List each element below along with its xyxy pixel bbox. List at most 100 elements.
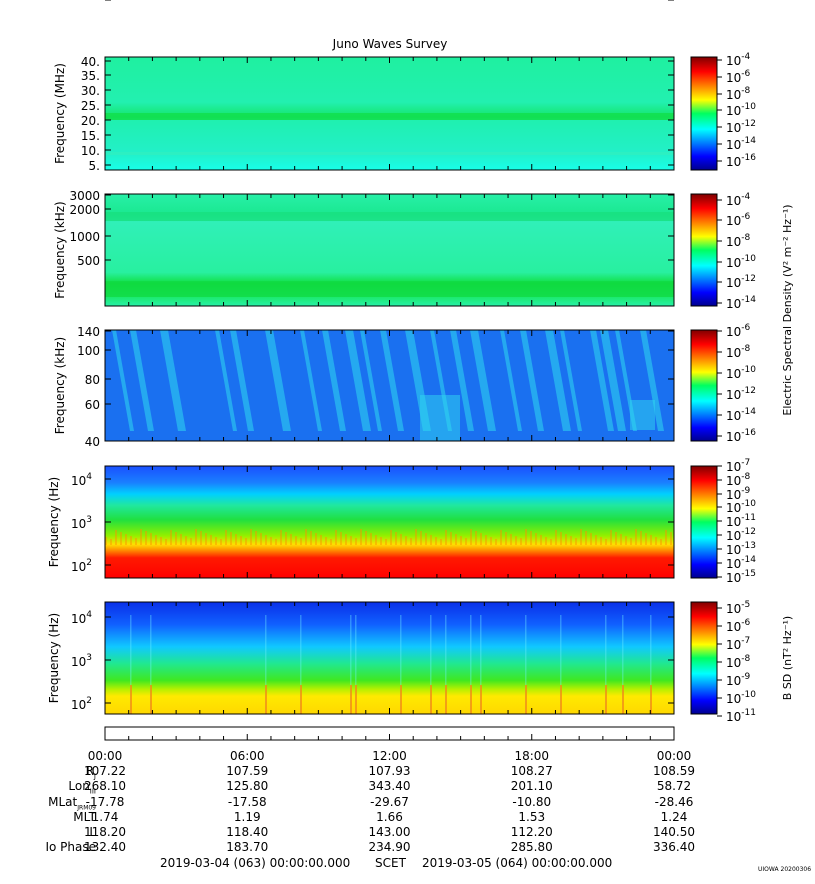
y-tick-label: 2000 bbox=[69, 203, 100, 217]
spectral-spike bbox=[600, 537, 602, 545]
colorbar-tick-exponent: -12 bbox=[741, 527, 756, 537]
spectral-spike bbox=[605, 615, 607, 714]
colorbar-tick-exponent: -10 bbox=[741, 102, 756, 112]
spectral-spike bbox=[180, 534, 182, 545]
spectral-spike bbox=[265, 615, 267, 714]
ephemeris-value: -17.78 bbox=[85, 795, 125, 809]
spectral-spike bbox=[310, 531, 312, 545]
ephemeris-label-text: Lon bbox=[68, 779, 90, 793]
y-axis-label: Frequency (Hz) bbox=[47, 477, 61, 568]
ephemeris-value: 108.59 bbox=[653, 764, 695, 778]
spectral-spike bbox=[405, 536, 407, 545]
spectral-spike bbox=[430, 535, 432, 545]
ephemeris-value: 234.90 bbox=[368, 840, 411, 854]
ephemeris-label-rj: RJ bbox=[0, 764, 96, 784]
spectral-spike bbox=[520, 538, 522, 545]
spectral-spike bbox=[355, 685, 357, 714]
colorbar-tick-exponent: -16 bbox=[741, 153, 756, 163]
colorbar-tick-exponent: -5 bbox=[741, 600, 750, 610]
colorbar-tick-label: 10-6 bbox=[726, 212, 751, 228]
burst-streak bbox=[215, 330, 237, 431]
colorbar-tick-exponent: -8 bbox=[741, 233, 750, 243]
ephemeris-value: -28.46 bbox=[654, 795, 694, 809]
spectral-spike bbox=[450, 532, 452, 545]
spectral-spike bbox=[535, 533, 537, 545]
colorbar-tick-label: 10-4 bbox=[726, 52, 751, 68]
y-tick-label: 20 bbox=[85, 0, 100, 3]
y-axis-label: Frequency (kHz) bbox=[53, 201, 67, 298]
spectral-spike bbox=[435, 537, 437, 545]
burst-streak bbox=[450, 330, 474, 431]
y-tick-label: 30. bbox=[81, 84, 100, 98]
time-tick-label: 12:00 bbox=[372, 749, 407, 763]
ephemeris-value: 118.40 bbox=[226, 825, 269, 839]
colorbar-tick-exponent: -6 bbox=[741, 69, 750, 79]
spectral-spike bbox=[130, 615, 132, 714]
burst-streak bbox=[380, 330, 404, 431]
colorbar-tick-exponent: -14 bbox=[741, 295, 756, 305]
spectral-spike bbox=[530, 531, 532, 545]
spectral-spike bbox=[575, 538, 577, 545]
panel-1: 40.35.30.25.20.15.10.5. Frequency (MHz) 10… bbox=[53, 52, 756, 173]
emission-band bbox=[105, 152, 674, 155]
colorbar-tick-exponent: -9 bbox=[741, 486, 750, 496]
y-tick-label: 102 bbox=[71, 696, 92, 712]
spectral-spike bbox=[585, 531, 587, 545]
colorbar-tick-label: 10-8 bbox=[726, 233, 751, 249]
colorbar-tick-exponent: -9 bbox=[741, 672, 750, 682]
colorbar bbox=[690, 56, 718, 171]
spectral-spike bbox=[515, 536, 517, 545]
ephemeris-value: 1.53 bbox=[518, 810, 546, 824]
colorbar-tick-label: 10-12 bbox=[726, 119, 756, 135]
spectral-spike bbox=[470, 529, 472, 545]
spectral-spike bbox=[250, 529, 252, 545]
spectral-spike bbox=[335, 530, 337, 545]
y-axis-label: Frequency (kHz) bbox=[53, 337, 67, 434]
spectral-spike bbox=[525, 685, 527, 714]
y-tick-label: 100 bbox=[77, 344, 100, 358]
spectral-spike bbox=[130, 685, 132, 714]
colorbar-tick-exponent: -8 bbox=[741, 472, 750, 482]
colorbar-tick-exponent: -7 bbox=[741, 636, 750, 646]
spectral-spike bbox=[545, 537, 547, 545]
spectral-spike bbox=[622, 615, 624, 714]
colorbar-tick-exponent: -6 bbox=[741, 323, 750, 333]
ephemeris-value: 58.72 bbox=[656, 779, 692, 793]
ephemeris-value: 112.20 bbox=[510, 825, 553, 839]
spectral-spike bbox=[475, 531, 477, 545]
ephemeris-value: -29.67 bbox=[370, 795, 409, 809]
spectral-spike bbox=[430, 615, 432, 714]
spectral-spike bbox=[480, 615, 482, 714]
spectral-spike bbox=[400, 534, 402, 545]
spectral-spike bbox=[415, 529, 417, 545]
colorbar-tick-exponent: -14 bbox=[741, 555, 756, 565]
colorbar-tick-label: 10-10 bbox=[726, 690, 756, 706]
ephemeris-value: 343.40 bbox=[368, 779, 411, 793]
colorbar-tick-exponent: -12 bbox=[741, 274, 756, 284]
spectral-spike bbox=[425, 533, 427, 545]
colorbar-tick-exponent: -10 bbox=[741, 365, 756, 375]
spectral-spike bbox=[400, 685, 402, 714]
colorbar-tick-label: 10-15 bbox=[726, 569, 756, 585]
spectral-spike bbox=[500, 530, 502, 545]
spectral-spike bbox=[650, 615, 652, 714]
spectral-spike bbox=[290, 534, 292, 545]
y-tick-label: 20. bbox=[81, 114, 100, 128]
colorbar-tick-label: 10-8 bbox=[726, 86, 751, 102]
y-tick-exponent: 4 bbox=[86, 610, 92, 620]
spectral-spike bbox=[622, 685, 624, 714]
spectral-spike bbox=[330, 539, 332, 545]
burst-streak bbox=[160, 330, 186, 431]
burst-streak bbox=[360, 330, 382, 431]
spectral-spike bbox=[150, 533, 152, 545]
spectrogram-image bbox=[105, 602, 674, 714]
colorbar-tick-exponent: -10 bbox=[741, 254, 756, 264]
spectral-spike bbox=[300, 685, 302, 714]
colorbar-tick-label: 10-16 bbox=[726, 153, 756, 169]
spectral-spike bbox=[620, 534, 622, 545]
spectral-spike bbox=[525, 529, 527, 545]
spectral-spike bbox=[555, 530, 557, 545]
ephemeris-value: 118.20 bbox=[84, 825, 126, 839]
spectral-spike bbox=[265, 685, 267, 714]
